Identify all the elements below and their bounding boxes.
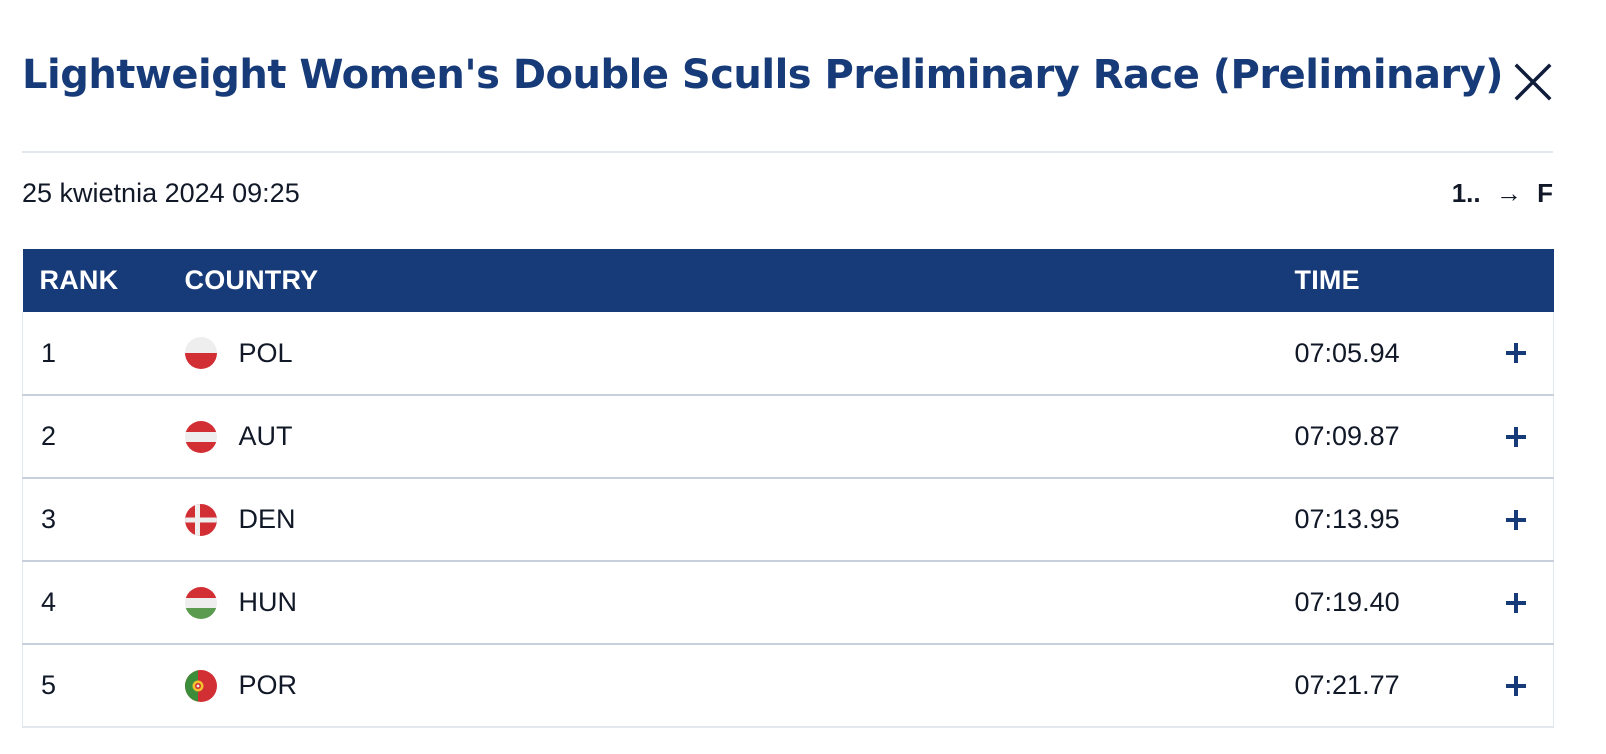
- header-country: COUNTRY: [184, 265, 319, 295]
- table-row[interactable]: 5 POR: [22, 644, 1554, 727]
- denmark-flag-icon: [184, 503, 217, 536]
- modal-title: Lightweight Women's Double Sculls Prelim…: [22, 52, 1504, 98]
- race-meta: 25 kwietnia 2024 09:25 1.. → F: [22, 153, 1553, 249]
- table-header-row: RANK COUNTRY TIME: [22, 249, 1554, 312]
- expand-row-button[interactable]: [1501, 671, 1531, 701]
- country-code: POR: [238, 670, 298, 700]
- portugal-flag-icon: [184, 669, 217, 702]
- rank-cell: 4: [22, 561, 185, 644]
- rank-cell: 2: [22, 395, 185, 478]
- header-time: TIME: [1294, 265, 1360, 295]
- country-cell: POR: [184, 644, 1295, 727]
- austria-flag-icon: [184, 420, 217, 453]
- progression-indicator: 1.. → F: [1452, 178, 1553, 209]
- close-button[interactable]: [1513, 62, 1553, 102]
- expand-row-button[interactable]: [1501, 338, 1531, 368]
- table-row[interactable]: 3 DEN 07:13.95: [22, 478, 1554, 561]
- progression-from: 1..: [1451, 178, 1481, 208]
- time-cell: 07:05.94: [1294, 337, 1400, 368]
- time-cell: 07:13.95: [1294, 504, 1400, 534]
- plus-icon: [1505, 426, 1526, 447]
- table-row[interactable]: 1 POL 07:05.94: [22, 312, 1554, 395]
- country-cell: HUN: [184, 561, 1295, 644]
- modal-header: Lightweight Women's Double Sculls Prelim…: [22, 0, 1553, 153]
- time-cell: 07:19.40: [1294, 587, 1400, 617]
- expand-row-button[interactable]: [1501, 588, 1531, 618]
- results-table: RANK COUNTRY TIME 1: [22, 249, 1554, 728]
- plus-icon: [1505, 343, 1526, 363]
- expand-cell: [1498, 561, 1554, 644]
- race-datetime: 25 kwietnia 2024 09:25: [22, 178, 300, 208]
- time-cell: 07:21.77: [1294, 670, 1400, 700]
- expand-cell: [1498, 312, 1554, 395]
- header-expand: [1499, 249, 1554, 312]
- time-cell: 07:09.87: [1294, 421, 1400, 451]
- arrow-right-icon: →: [1495, 178, 1522, 208]
- expand-row-button[interactable]: [1501, 505, 1531, 535]
- rank-cell: 5: [22, 644, 185, 727]
- plus-icon: [1505, 509, 1526, 530]
- plus-icon: [1505, 592, 1526, 613]
- rank-cell: 3: [22, 478, 185, 561]
- expand-cell: [1498, 644, 1554, 727]
- country-code: DEN: [238, 504, 296, 534]
- country-code: AUT: [238, 421, 293, 451]
- rank-cell: 1: [22, 312, 185, 395]
- country-cell: DEN: [184, 478, 1295, 561]
- header-rank: RANK: [39, 265, 119, 295]
- expand-cell: [1498, 478, 1554, 561]
- poland-flag-icon: [184, 337, 217, 369]
- country-code: HUN: [238, 587, 298, 617]
- country-cell: POL: [184, 312, 1295, 395]
- table-row[interactable]: 4 HUN 07:19.40: [22, 561, 1554, 644]
- country-code: POL: [238, 337, 293, 368]
- close-icon: [1514, 63, 1552, 101]
- expand-row-button[interactable]: [1501, 422, 1531, 452]
- race-results-modal: Lightweight Women's Double Sculls Prelim…: [22, 0, 1554, 728]
- plus-icon: [1505, 675, 1526, 696]
- table-row[interactable]: 2 AUT 07:09.87: [22, 395, 1554, 478]
- progression-to: F: [1537, 178, 1553, 208]
- hungary-flag-icon: [184, 586, 217, 619]
- country-cell: AUT: [184, 395, 1295, 478]
- expand-cell: [1498, 395, 1554, 478]
